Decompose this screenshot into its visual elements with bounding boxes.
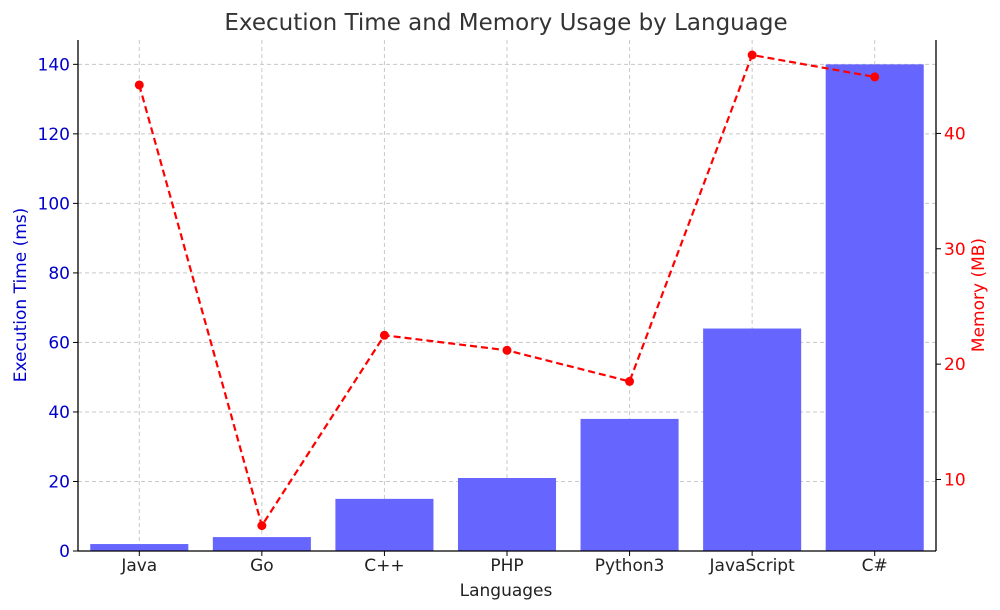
x-tick-label: C# (862, 556, 888, 576)
bar-c- (825, 64, 924, 551)
y-tick-label-left: 20 (48, 472, 70, 492)
grid (78, 40, 936, 552)
y-tick-label-left: 120 (38, 125, 70, 145)
y-tick-label-right: 20 (944, 355, 966, 375)
y-tick-label-left: 80 (48, 264, 70, 284)
memory-point-java (134, 80, 144, 90)
x-axis-label: Languages (460, 581, 553, 601)
memory-point-php (502, 345, 512, 355)
bar-python3 (580, 418, 679, 551)
bar-php (457, 478, 557, 551)
y-tick-label-left: 0 (59, 542, 70, 562)
memory-point-go (257, 521, 267, 531)
x-tick-label: PHP (490, 556, 523, 576)
bar-go (212, 537, 311, 551)
memory-point-c- (870, 72, 880, 82)
y-tick-label-left: 100 (38, 194, 70, 214)
chart-title: Execution Time and Memory Usage by Langu… (224, 10, 787, 36)
y-axis-label-right: Memory (MB) (969, 238, 989, 352)
memory-point-c- (379, 330, 389, 340)
bar-series (90, 64, 924, 551)
y-tick-label-left: 40 (48, 403, 70, 423)
memory-point-python3 (625, 376, 635, 386)
tick-labels: Java Go C++ PHP Python3 JavaScript C# 0 20 40 60 80… (38, 55, 966, 576)
y-tick-label-right: 40 (944, 124, 966, 144)
bar-c- (335, 498, 434, 551)
x-tick-label: Java (120, 556, 157, 576)
memory-point-javascript (747, 50, 757, 60)
x-tick-label: Go (250, 556, 274, 576)
x-tick-label: Python3 (595, 556, 665, 576)
axes (73, 40, 941, 556)
bar-javascript (703, 328, 802, 551)
y-tick-label-right: 30 (944, 240, 966, 260)
memory-line-series (134, 50, 880, 531)
y-axis-label-left: Execution Time (ms) (11, 208, 31, 383)
x-tick-label: JavaScript (709, 556, 796, 576)
y-tick-label-left: 140 (38, 55, 70, 75)
x-tick-label: C++ (364, 556, 404, 576)
y-tick-label-right: 10 (944, 470, 966, 490)
bar-java (90, 544, 189, 551)
y-tick-label-left: 60 (48, 333, 70, 353)
